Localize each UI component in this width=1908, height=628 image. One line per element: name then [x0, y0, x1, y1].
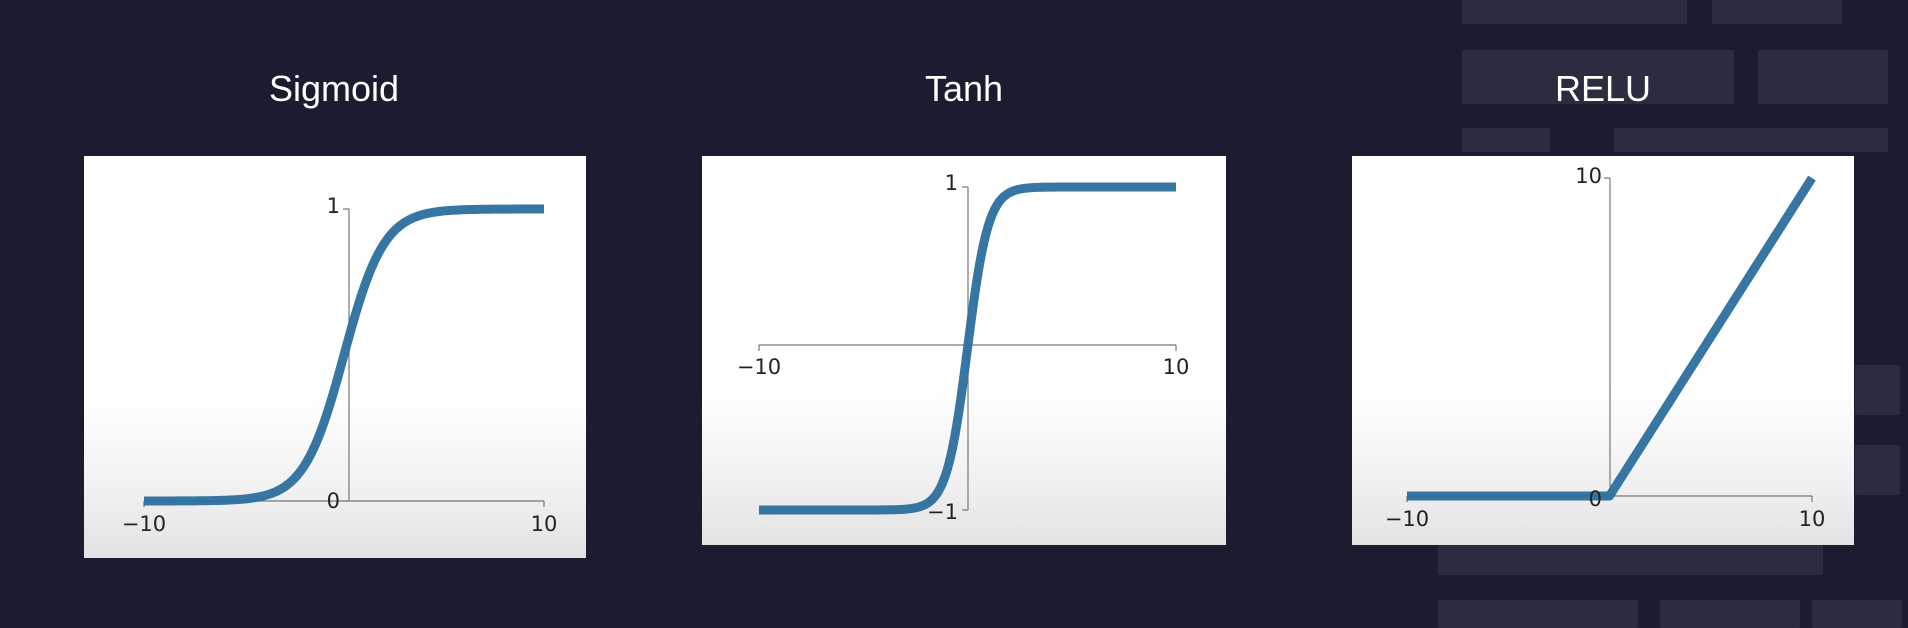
y-tick-label: 0: [327, 489, 340, 513]
chart-panel-sigmoid: −10 10 1 0: [84, 156, 586, 558]
series-line: [1404, 175, 1816, 501]
background-tile: [1462, 50, 1734, 104]
chart-title-tanh: Tanh: [924, 68, 1004, 109]
background-tile: [1614, 128, 1888, 152]
background-tile: [1462, 128, 1550, 152]
chart-panel-relu: −10 10 10 0: [1352, 156, 1854, 545]
chart-title-sigmoid: Sigmoid: [268, 68, 400, 109]
background-tile: [1812, 600, 1902, 628]
chart-panel-tanh: −10 10 1 −1: [702, 156, 1226, 545]
y-tick-label: 1: [945, 171, 958, 195]
x-tick-label: 10: [1799, 507, 1826, 531]
background-tile: [1855, 445, 1900, 495]
chart-title-relu: RELU: [1554, 68, 1652, 109]
y-tick-label: 0: [1589, 487, 1602, 511]
background-tile: [1462, 0, 1687, 24]
relu-chart-svg: −10 10 10 0: [1385, 164, 1826, 531]
background-tile: [1712, 0, 1842, 24]
background-tile: [1438, 545, 1823, 575]
x-tick-label: −10: [122, 512, 166, 536]
y-tick-label: 10: [1575, 164, 1602, 188]
background-tile: [1438, 600, 1638, 628]
y-tick-label: 1: [327, 194, 340, 218]
x-tick-label: 10: [531, 512, 558, 536]
tanh-chart-svg: −10 10 1 −1: [737, 171, 1190, 524]
background-tile: [1758, 50, 1888, 104]
y-tick-label: −1: [927, 500, 958, 524]
x-tick-label: 10: [1163, 355, 1190, 379]
series-line: [756, 182, 1179, 515]
series-line: [141, 204, 547, 506]
background-tile: [1660, 600, 1800, 628]
x-tick-label: −10: [737, 355, 781, 379]
background-tile: [1855, 365, 1900, 415]
x-tick-label: −10: [1385, 507, 1429, 531]
